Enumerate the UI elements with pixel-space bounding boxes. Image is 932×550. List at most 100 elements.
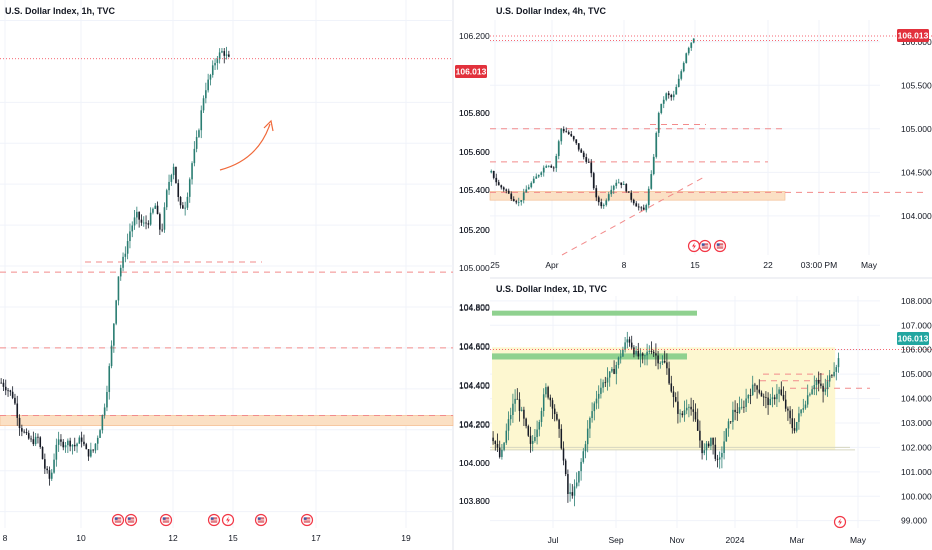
candle-body: [103, 407, 106, 416]
arrow-annotation: [219, 123, 271, 171]
candle-body: [612, 185, 615, 190]
candle-body: [668, 368, 670, 384]
candle-body: [723, 441, 725, 453]
candle-body: [640, 207, 643, 209]
candle-body: [692, 38, 695, 43]
candle-body: [57, 439, 60, 445]
candle-body: [552, 167, 555, 169]
candle-body: [635, 350, 637, 355]
candle-body: [96, 437, 99, 444]
candle-body: [600, 202, 603, 207]
icon-canton: [701, 243, 705, 246]
chart-title: U.S. Dollar Index, 4h, TVC: [496, 6, 607, 16]
x-tick-label: 8: [3, 533, 8, 543]
candle-body: [50, 472, 53, 479]
candle-body: [597, 197, 600, 203]
candle-body: [642, 207, 645, 211]
candle-body: [142, 222, 145, 224]
candle-body: [152, 208, 154, 213]
x-tick-label: Mar: [790, 535, 805, 545]
candle-body: [149, 212, 152, 225]
candle-body: [778, 389, 780, 394]
icon-stripes: [303, 517, 311, 523]
candle-body: [585, 157, 588, 162]
candle-body: [225, 54, 228, 56]
y-tick-label: 105.400: [459, 185, 490, 195]
candle-body: [593, 403, 596, 412]
candle-body: [646, 351, 648, 356]
candle-body: [99, 430, 101, 438]
badge-bg: [897, 29, 929, 42]
candle-body: [492, 437, 494, 442]
y-tick-label: 104.600: [459, 342, 490, 352]
y-tick-label: 104.200: [459, 419, 490, 429]
candle-body: [712, 437, 714, 445]
candle-body: [703, 450, 706, 454]
candle-body: [617, 182, 620, 184]
candle-body: [522, 192, 525, 201]
candle-body: [677, 78, 680, 87]
candle-body: [67, 440, 69, 446]
candle-body: [607, 194, 610, 201]
candle-body: [802, 408, 805, 410]
candle-body: [156, 205, 159, 215]
candle-body: [578, 471, 580, 483]
candle-body: [147, 223, 150, 225]
candle-body: [560, 129, 563, 142]
candle-body: [822, 385, 824, 392]
arrow-head: [263, 119, 274, 132]
candle-body: [18, 417, 21, 429]
candle-body: [545, 387, 547, 395]
candle-body: [223, 51, 226, 56]
candle-body: [76, 443, 78, 447]
candle-body: [550, 165, 553, 168]
candle-body: [824, 389, 827, 392]
candle-body: [221, 51, 223, 53]
x-tick-label: 25: [490, 260, 500, 270]
candle-body: [510, 193, 513, 199]
candle-body: [44, 459, 46, 469]
candle-body: [545, 166, 548, 168]
lightning-icon: [687, 239, 701, 253]
candle-body: [562, 448, 565, 461]
candle-body: [580, 461, 582, 472]
candle-body: [575, 482, 578, 487]
candle-body: [613, 368, 615, 374]
candle-body: [622, 183, 625, 185]
y-tick-label: 102.000: [901, 442, 932, 452]
candle-body: [516, 398, 519, 400]
candle-body: [182, 205, 184, 209]
candle-body: [60, 439, 62, 442]
candle-body: [131, 225, 134, 232]
x-tick-label: 10: [76, 533, 86, 543]
candle-body: [530, 182, 533, 188]
y-tick-label: 104.400: [459, 381, 490, 391]
candle-body: [512, 403, 514, 415]
candle-body: [16, 403, 19, 418]
candle-body: [679, 413, 681, 415]
candle-body: [145, 222, 147, 224]
candle-body: [645, 205, 648, 211]
candle-body: [560, 428, 563, 449]
candle-body: [497, 182, 500, 186]
candle-body: [635, 203, 638, 207]
x-tick-label: 2024: [726, 535, 745, 545]
us-flag-icon: [698, 239, 712, 253]
candle-body: [490, 170, 493, 173]
candle-body: [806, 395, 809, 405]
candle-body: [620, 182, 623, 185]
candle-body: [740, 406, 743, 408]
candle-body: [605, 200, 608, 205]
y-tick-label: 104.600: [459, 341, 490, 351]
candle-body: [760, 392, 763, 397]
candle-body: [2, 382, 5, 387]
candle-body: [813, 384, 816, 390]
y-tick-label: 105.200: [459, 225, 490, 235]
candle-body: [619, 356, 622, 358]
icon-canton: [716, 243, 720, 246]
candle-body: [214, 62, 216, 66]
candle-body: [725, 428, 728, 442]
candle-body: [83, 441, 85, 445]
candle-body: [211, 65, 214, 75]
chart-panel-d1: U.S. Dollar Index, 1D, TVC Jul Sep Nov 2024 M…: [490, 284, 932, 545]
